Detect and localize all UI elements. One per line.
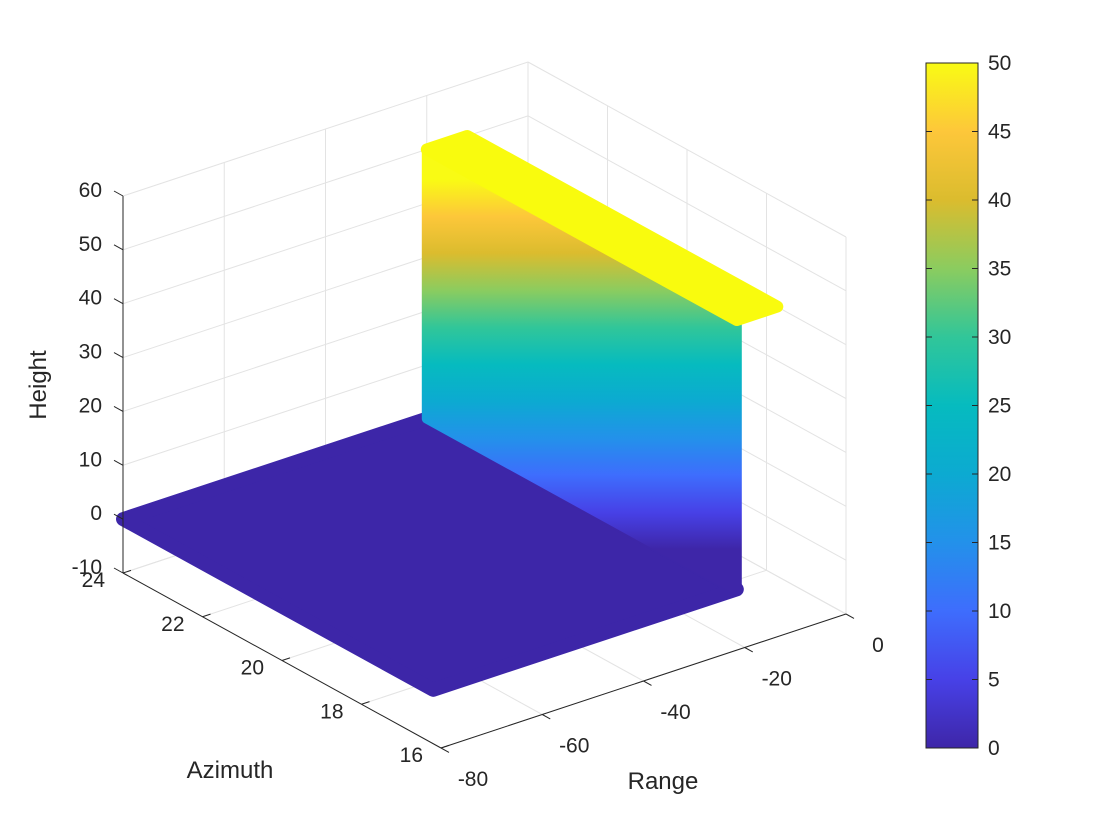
z-tick-label: -10 (72, 556, 102, 579)
y-tick-label: 20 (241, 657, 264, 680)
axis-titles: Height Azimuth Range (25, 350, 698, 795)
top-ledge-plane (420, 130, 784, 326)
front-axes (113, 190, 855, 753)
colorbar-scale (925, 62, 979, 749)
z-tick-mark (113, 190, 124, 197)
z-tick-mark (113, 567, 124, 574)
colorbar-tick-label: 20 (988, 463, 1011, 486)
y-tick-label: 24 (82, 569, 106, 592)
colorbar-tick-label: 5 (988, 669, 1000, 692)
x-tick-label: 0 (872, 634, 884, 657)
z-tick-mark (113, 244, 124, 251)
z-tick-mark (113, 405, 124, 412)
surface (116, 130, 784, 697)
y-tick-label: 22 (161, 613, 184, 636)
x-tick-mark (542, 714, 551, 720)
grid-line (527, 61, 847, 238)
y-tick-mark (361, 701, 370, 705)
tick-labels: -80 -60 -40 -20 0 16 18 20 22 24-10 0 10 20 30 40 50 60 (72, 179, 884, 791)
colorbar: 0 5 10 15 20 25 30 35 40 45 50 (925, 52, 1011, 760)
x-tick-mark (440, 747, 450, 753)
y-tick-mark (440, 744, 450, 749)
z-tick-label: 20 (79, 394, 102, 417)
x-tick-label: -80 (458, 768, 488, 791)
x-axis-title: Range (628, 768, 699, 795)
z-axis-title: Height (25, 350, 52, 420)
z-tick-label: 40 (79, 287, 102, 310)
colorbar-tick-label: 15 (988, 532, 1011, 555)
y-tick-label: 16 (400, 744, 423, 767)
colorbar-tick-label: 50 (988, 52, 1011, 75)
y-tick-mark (122, 569, 132, 574)
y-tick-label: 18 (320, 700, 343, 723)
colorbar-tick-label: 35 (988, 258, 1011, 281)
x-tick-label: -60 (559, 735, 589, 758)
z-tick-mark (113, 513, 124, 520)
x-tick-label: -40 (660, 701, 690, 724)
grid-line (122, 61, 529, 197)
z-tick-label: 60 (79, 179, 102, 202)
z-tick-mark (113, 298, 124, 305)
z-tick-label: 10 (79, 448, 102, 471)
colorbar-tick-label: 30 (988, 326, 1011, 349)
colorbar-tick-label: 40 (988, 189, 1011, 212)
y-tick-mark (202, 613, 211, 618)
x-tick-mark (643, 680, 652, 686)
colorbar-tick-label: 0 (988, 737, 1000, 760)
z-tick-label: 30 (79, 341, 102, 364)
x-tick-mark (845, 613, 855, 619)
y-tick-mark (281, 657, 291, 661)
z-tick-mark (113, 352, 124, 359)
colorbar-tick-label: 45 (988, 121, 1011, 144)
z-tick-label: 0 (90, 502, 102, 525)
z-tick-mark (113, 459, 124, 466)
colorbar-tick-label: 10 (988, 600, 1011, 623)
x-tick-mark (744, 647, 753, 653)
z-tick-label: 50 (79, 233, 102, 256)
y-axis-title: Azimuth (187, 757, 274, 784)
grid-line (527, 115, 847, 292)
x-tick-label: -20 (762, 668, 792, 691)
colorbar-tick-label: 25 (988, 395, 1011, 418)
